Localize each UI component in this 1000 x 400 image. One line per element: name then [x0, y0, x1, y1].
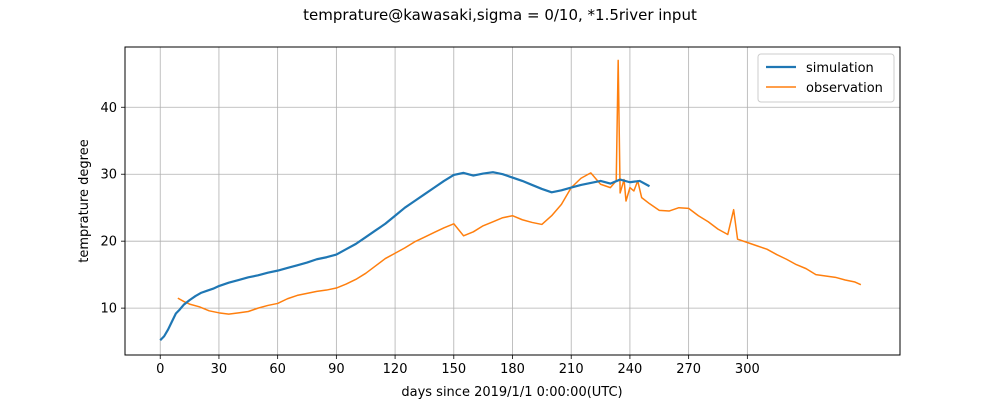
- legend-label-observation: observation: [806, 81, 883, 96]
- x-axis-label: days since 2019/1/1 0:00:00(UTC): [401, 385, 622, 400]
- series-line-simulation: [159, 171, 651, 342]
- x-tick-label: 180: [500, 362, 525, 377]
- x-tick-label: 30: [211, 362, 228, 377]
- legend: simulation observation: [757, 53, 895, 103]
- legend-label-simulation: simulation: [806, 61, 874, 76]
- y-axis-label: temprature degree: [77, 139, 92, 262]
- x-tick-label: 150: [441, 362, 466, 377]
- series-line-observation: [177, 59, 862, 315]
- x-tick-label: 210: [559, 362, 584, 377]
- x-tick-label: 60: [269, 362, 286, 377]
- axis-ticks: 0 30 60 90 120 150 180 210 240 270 300 10 20 30 40: [100, 101, 759, 377]
- x-tick-label: 90: [328, 362, 345, 377]
- y-tick-label: 10: [100, 302, 117, 317]
- y-tick-label: 30: [100, 168, 117, 183]
- x-tick-label: 120: [383, 362, 408, 377]
- x-tick-label: 240: [618, 362, 643, 377]
- x-tick-label: 270: [676, 362, 701, 377]
- grid-lines: [125, 47, 900, 355]
- plot-series: [159, 59, 862, 342]
- y-tick-label: 40: [100, 101, 117, 116]
- x-tick-label: 0: [156, 362, 164, 377]
- x-tick-label: 300: [735, 362, 760, 377]
- chart-title: temprature@kawasaki,sigma = 0/10, *1.5ri…: [303, 6, 697, 24]
- y-tick-label: 20: [100, 235, 117, 250]
